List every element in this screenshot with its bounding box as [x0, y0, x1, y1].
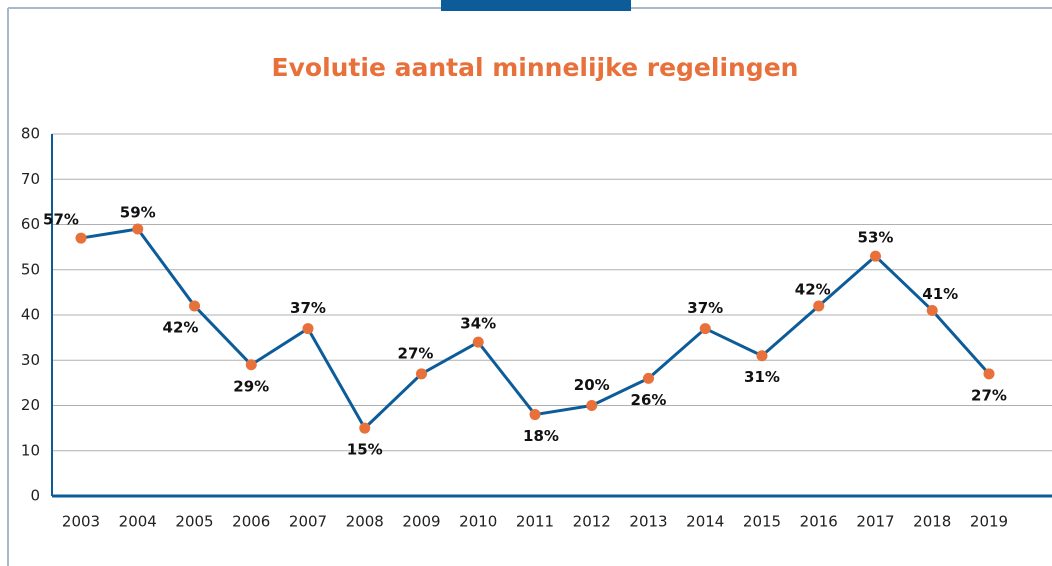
x-tick-label: 2004 — [119, 513, 157, 531]
line-series — [80, 227, 991, 430]
point — [870, 250, 881, 262]
y-tick-label: 30 — [21, 351, 40, 369]
value-label: 20% — [574, 376, 610, 394]
x-tick-label: 2007 — [289, 513, 327, 531]
value-label: 41% — [922, 285, 958, 303]
x-tick-label: 2003 — [62, 513, 100, 531]
x-tick-label: 2010 — [459, 513, 497, 531]
y-tick-label: 60 — [21, 215, 40, 233]
point — [416, 368, 427, 380]
value-label: 37% — [687, 299, 723, 317]
x-tick-label: 2018 — [913, 513, 951, 531]
value-label: 26% — [631, 391, 667, 409]
value-label: 42% — [795, 280, 831, 298]
value-label: 18% — [523, 427, 559, 445]
value-label: 34% — [460, 315, 496, 333]
point — [132, 223, 144, 235]
y-tick-label: 20 — [21, 396, 40, 414]
value-label: 27% — [971, 386, 1007, 404]
value-label: 57% — [43, 211, 79, 229]
y-tick-label: 70 — [21, 170, 40, 188]
value-label: 59% — [120, 204, 156, 222]
chart-title: Evolutie aantal minnelijke regelingen — [272, 53, 799, 82]
point — [359, 422, 371, 434]
point — [643, 372, 654, 384]
x-tick-label: 2017 — [856, 513, 894, 531]
point — [472, 336, 484, 348]
point — [756, 350, 768, 362]
point — [189, 300, 200, 312]
point — [529, 409, 541, 421]
point — [699, 323, 711, 335]
point — [926, 304, 938, 316]
point — [75, 232, 87, 244]
x-tick-label: 2014 — [686, 513, 724, 531]
point — [245, 359, 257, 371]
point — [586, 400, 598, 411]
y-tick-label: 0 — [30, 487, 40, 505]
x-tick-label: 2012 — [573, 513, 611, 531]
y-tick-label: 80 — [21, 125, 40, 143]
point — [813, 300, 825, 312]
value-label: 53% — [858, 229, 894, 247]
x-tick-label: 2011 — [516, 513, 554, 531]
y-tick-label: 40 — [21, 306, 40, 324]
value-label: 31% — [744, 368, 780, 386]
value-label: 15% — [347, 441, 383, 459]
point — [983, 368, 995, 380]
x-tick-label: 2009 — [402, 513, 440, 531]
value-label: 37% — [290, 299, 326, 317]
x-tick-label: 2006 — [232, 513, 270, 531]
value-label: 27% — [398, 344, 434, 362]
x-tick-label: 2013 — [629, 513, 667, 531]
y-tick-label: 10 — [21, 441, 40, 459]
x-tick-label: 2016 — [800, 513, 838, 531]
point — [302, 323, 314, 335]
value-label: 29% — [233, 377, 269, 395]
value-label: 42% — [163, 318, 199, 336]
x-tick-label: 2015 — [743, 513, 781, 531]
x-tick-label: 2008 — [346, 513, 384, 531]
header-tab — [441, 0, 631, 11]
y-tick-label: 50 — [21, 260, 40, 278]
x-tick-label: 2019 — [970, 513, 1008, 531]
x-tick-label: 2005 — [175, 513, 213, 531]
